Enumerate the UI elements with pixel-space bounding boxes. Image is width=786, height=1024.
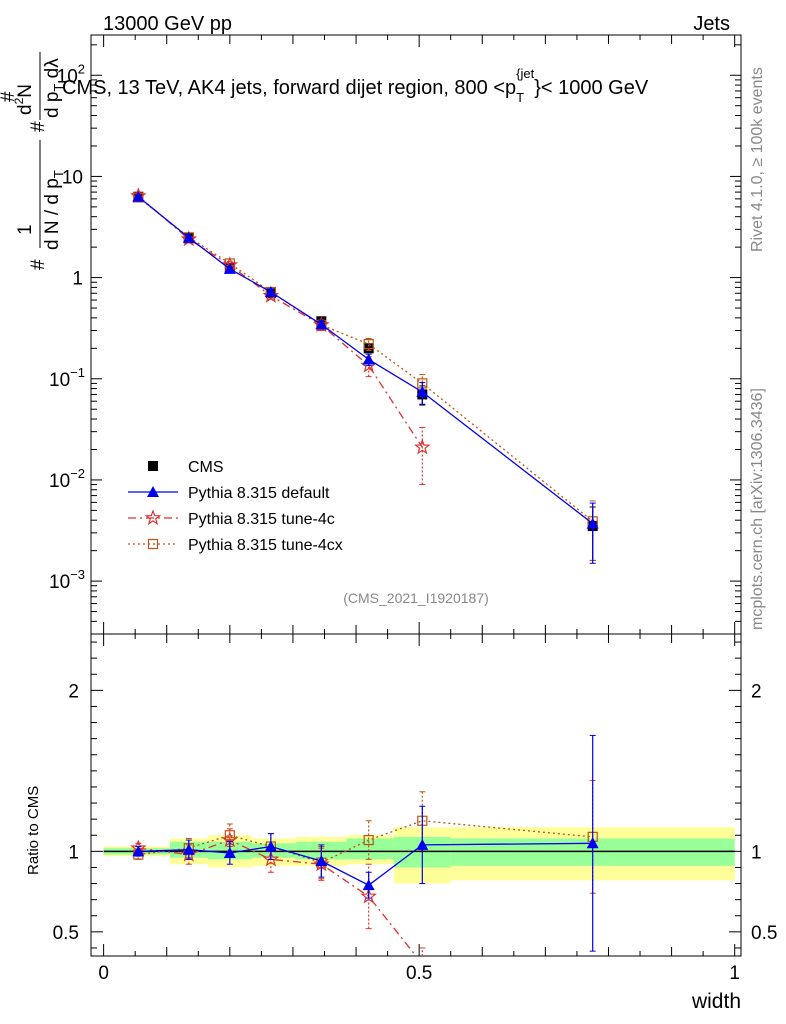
y-axis-label: # 1 d N / d pT # d2N d pT dλ #	[0, 52, 66, 270]
y-tick-label: 10−3	[49, 567, 85, 593]
legend-marker-tune4cx	[147, 538, 159, 550]
legend: CMS Pythia 8.315 default Pythia 8.315 tune…	[128, 459, 343, 554]
x-tick-label: 0.5	[406, 963, 432, 984]
ratio-line-default	[138, 842, 593, 886]
ratio-point-default	[182, 843, 195, 855]
ratio-y-tick-label: 0.5	[751, 923, 777, 944]
ratio-frame	[90, 633, 742, 957]
svg-text:d N / d pT: d N / d pT	[42, 170, 66, 250]
legend-marker-cms	[148, 461, 158, 471]
ratio-y-tick-label: 2	[68, 681, 79, 702]
ratio-point-default	[264, 840, 277, 852]
ratio-point-default	[223, 846, 236, 858]
header-left-label: 13000 GeV pp	[103, 13, 232, 35]
legend-marker-default	[147, 486, 159, 497]
ratio-y-tick-label: 1	[68, 842, 79, 863]
ratio-y-tick-label: 2	[751, 681, 762, 702]
band-inner-5	[346, 838, 394, 860]
series-line-default	[137, 196, 594, 525]
point-default	[264, 286, 277, 298]
svg-text:d pT dλ: d pT dλ	[42, 58, 66, 118]
point-default	[362, 353, 375, 365]
ratio-point-default	[315, 855, 328, 867]
point-default	[315, 318, 328, 330]
svg-text:#: #	[28, 259, 49, 270]
ratio-point-default	[362, 879, 375, 891]
ratio-point-tune4c	[360, 887, 377, 904]
y-tick-label: 102	[57, 61, 85, 87]
ratio-plot: 0 0.5 1 0.5 0.5 1 1 2 2	[53, 633, 777, 984]
ratio-point-default	[416, 838, 429, 850]
legend-label-tune4c: Pythia 8.315 tune-4c	[188, 511, 335, 528]
ratio-y-tick-label: 1	[751, 842, 762, 863]
legend-label-tune4cx: Pythia 8.315 tune-4cx	[188, 537, 343, 554]
mcplots-label: mcplots.cern.ch [arXiv:1306.3436]	[749, 388, 766, 630]
point-tune4c	[414, 438, 431, 455]
svg-text:d2N: d2N	[12, 84, 36, 115]
ratio-series	[130, 734, 599, 956]
rivet-label: Rivet 4.1.0, ≥ 100k events	[749, 67, 766, 252]
point-default	[416, 385, 429, 397]
header-right-label: Jets	[693, 13, 730, 35]
x-axis-label: width	[691, 990, 741, 1013]
chart-title: CMS, 13 TeV, AK4 jets, forward dijet reg…	[62, 66, 649, 105]
ratio-point-default	[132, 845, 145, 857]
svg-text:#: #	[0, 91, 19, 102]
main-plot: 102 10 1 10−1 10−2 10−3	[49, 34, 742, 635]
legend-label-cms: CMS	[188, 459, 224, 476]
ratio-point-default	[586, 837, 599, 849]
y-tick-label: 1	[72, 269, 83, 290]
legend-marker-tune4c	[144, 509, 162, 526]
svg-text:1: 1	[15, 224, 36, 235]
point-tune4cx	[363, 339, 374, 350]
x-tick-label: 0	[98, 963, 109, 984]
point-default	[586, 517, 599, 529]
x-tick-label: 1	[729, 963, 740, 984]
legend-label-default: Pythia 8.315 default	[188, 485, 330, 502]
y-tick-label: 10−1	[49, 365, 85, 391]
point-tune4c	[262, 287, 280, 303]
series-line-tune4c	[137, 195, 423, 448]
y-tick-label: 10−2	[49, 466, 85, 492]
ratio-point-tune4cx	[363, 834, 374, 846]
point-default	[182, 231, 195, 243]
svg-text:#: #	[28, 121, 49, 132]
point-default	[223, 262, 236, 274]
point-default	[132, 190, 145, 202]
ratio-y-label: Ratio to CMS	[25, 786, 42, 875]
watermark: (CMS_2021_I1920187)	[343, 590, 489, 606]
ratio-point-tune4c	[262, 850, 280, 867]
y-tick-label: 10	[62, 167, 83, 188]
ratio-y-tick-label: 0.5	[53, 923, 79, 944]
